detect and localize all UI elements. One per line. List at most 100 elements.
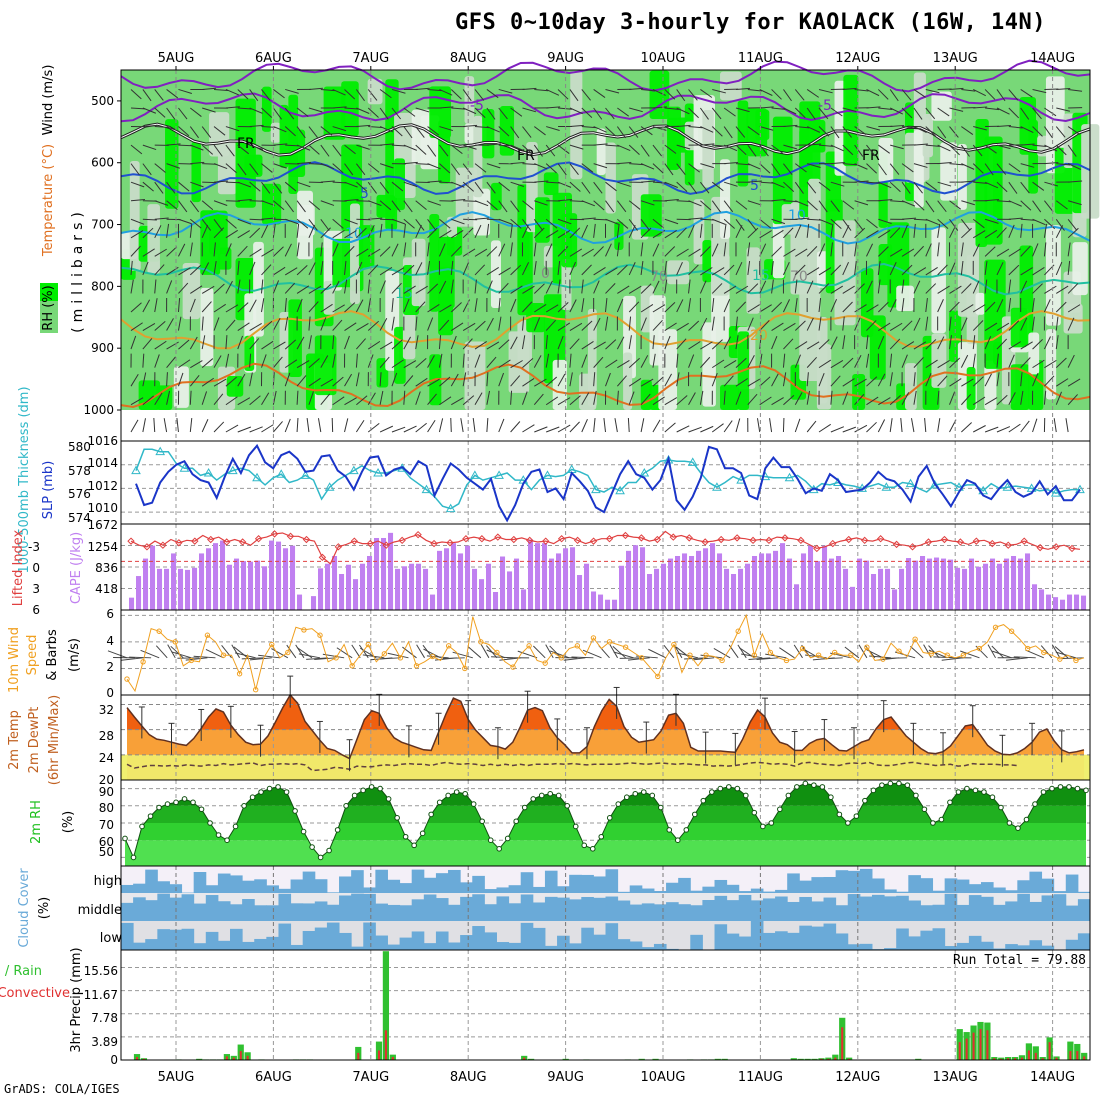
cloud-cover-bar <box>569 943 582 950</box>
wind-barb <box>854 354 862 368</box>
wind-barb <box>854 242 857 257</box>
cloud-cover-bar <box>593 876 606 893</box>
wind-barb <box>356 395 368 406</box>
cloud-cover-bar <box>121 902 134 921</box>
wind-barb <box>320 355 329 368</box>
wind-barb <box>640 393 651 406</box>
wind-barb <box>320 283 332 294</box>
wind-barb <box>688 298 691 313</box>
cloud-cover-bar <box>484 889 497 893</box>
cloud-cover-bar <box>302 930 316 950</box>
rh-marker <box>845 820 851 826</box>
wind-barb <box>925 373 932 387</box>
surface-wind-barb <box>486 417 489 433</box>
wind-barb <box>415 224 422 239</box>
lifted-index-marker <box>1020 537 1028 545</box>
wind-barb <box>356 200 371 202</box>
wind-barb <box>533 283 545 294</box>
wind-barb <box>866 280 873 294</box>
wind-barb <box>901 279 905 294</box>
lifted-index-marker <box>191 537 199 545</box>
wind-barb <box>557 89 569 100</box>
wind-barb <box>190 161 205 165</box>
wind-barb <box>652 126 667 131</box>
lifted-index-marker <box>414 530 422 539</box>
wind-barb <box>972 243 980 257</box>
wind-barb <box>711 298 715 313</box>
wind-barb <box>913 267 927 276</box>
rh-marker <box>207 820 213 826</box>
wind-barb <box>522 357 534 369</box>
wind-barb <box>285 88 299 94</box>
wind-barb <box>640 218 650 231</box>
contour-label: FR <box>237 136 255 152</box>
rh-marker <box>955 789 962 795</box>
wind-barb <box>913 245 924 257</box>
cape-bar <box>780 543 786 610</box>
wind-barb <box>486 218 501 221</box>
rh-marker <box>691 811 698 818</box>
wind-barb <box>474 340 487 350</box>
wind-barb <box>664 218 679 225</box>
cloud-unit-label: (%) <box>37 897 52 920</box>
wind-barb <box>237 397 251 406</box>
wind-barb <box>367 163 380 173</box>
precip-convective-bar <box>1000 1058 1003 1060</box>
lifted-index-marker <box>621 531 630 540</box>
rh-marker <box>1083 787 1089 794</box>
wind-barb <box>308 126 318 138</box>
wind-speed-marker <box>558 655 564 661</box>
wind-barb <box>759 304 772 313</box>
wind-barb <box>972 163 984 174</box>
rh-dry-cell <box>473 115 483 198</box>
rh-marker <box>190 799 196 806</box>
wind-barb <box>996 299 1004 313</box>
wind-barb <box>225 163 237 174</box>
wind-barb <box>249 218 264 221</box>
rh-marker <box>513 818 520 825</box>
lifted-index-marker <box>669 533 677 541</box>
cloud-cover-bar <box>230 875 243 893</box>
lifted-index-marker <box>956 538 965 546</box>
wind-barb <box>545 376 558 387</box>
wind-barb <box>498 339 510 350</box>
thickness-marker <box>470 470 480 479</box>
wind-barb <box>996 181 1008 193</box>
cloud-cover-bar <box>605 923 619 950</box>
wind-barb <box>1020 126 1034 134</box>
surface-wind-barb <box>700 425 714 433</box>
wind-barb <box>403 161 418 165</box>
lifted-index-marker <box>860 536 869 545</box>
wind-barb <box>450 163 460 176</box>
wind-barb <box>877 260 881 275</box>
wind-barb <box>878 218 892 224</box>
wind-barb <box>830 285 844 294</box>
wind-barb <box>213 200 228 206</box>
wind-barb <box>284 107 295 120</box>
wind-barb <box>664 199 679 202</box>
wind-speed-marker <box>381 651 388 657</box>
wind-barb <box>391 88 406 94</box>
wind-barb <box>367 181 377 194</box>
rh-marker <box>564 803 571 809</box>
wind-barb <box>225 200 240 202</box>
wind-barb <box>533 227 545 239</box>
wind-barb <box>818 298 822 313</box>
wind-barb <box>284 267 298 276</box>
rh-dry-cell <box>975 292 985 315</box>
cloud-cover-bar <box>738 894 752 921</box>
wind-barb <box>344 260 347 275</box>
thickness-marker <box>687 457 698 466</box>
wind-tick-label: 6 <box>106 607 114 621</box>
cape-bar <box>353 579 359 610</box>
rh-marker <box>887 780 894 787</box>
rh-dry-cell <box>913 129 924 208</box>
wind-barb <box>961 304 974 313</box>
wind-barb <box>664 397 678 406</box>
wind-barb <box>486 372 489 387</box>
wind-barb <box>1020 390 1024 405</box>
cloud-cover-bar <box>932 904 946 921</box>
wind-barb <box>379 246 391 257</box>
wind-barb <box>1056 87 1071 90</box>
wind-barb <box>1067 218 1078 231</box>
